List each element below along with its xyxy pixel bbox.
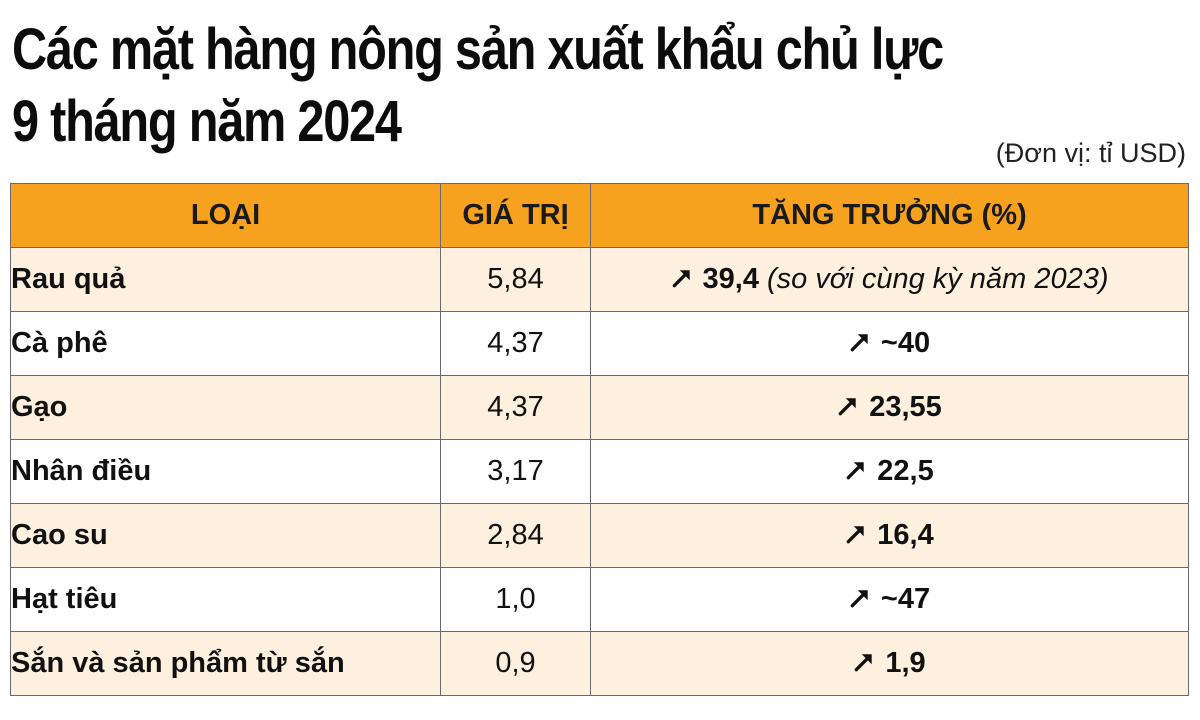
- row-growth: 1,9: [590, 631, 1189, 696]
- row-value: 2,84: [440, 503, 591, 568]
- row-value: 1,0: [440, 567, 591, 632]
- chart-title-line-1: Các mặt hàng nông sản xuất khẩu chủ lực: [12, 17, 944, 82]
- up-right-arrow-icon: [846, 462, 864, 480]
- row-value: 4,37: [440, 311, 591, 376]
- column-header-type: LOẠI: [10, 183, 441, 248]
- table-header-row: LOẠI GIÁ TRỊ TĂNG TRƯỞNG (%): [10, 183, 1189, 248]
- row-growth: 23,55: [590, 375, 1189, 440]
- row-name: Nhân điều: [10, 439, 441, 504]
- row-name: Cao su: [10, 503, 441, 568]
- growth-number: 1,9: [885, 647, 926, 679]
- unit-label: (Đơn vị: tỉ USD): [995, 138, 1186, 168]
- row-name: Rau quả: [10, 247, 441, 312]
- row-growth: 22,5: [590, 439, 1189, 504]
- row-value: 4,37: [440, 375, 591, 440]
- chart-title: Các mặt hàng nông sản xuất khẩu chủ lực …: [12, 14, 1162, 158]
- export-table: LOẠI GIÁ TRỊ TĂNG TRƯỞNG (%) Rau quả 5,84…: [10, 183, 1189, 696]
- growth-number: ~47: [880, 583, 931, 615]
- row-name: Gạo: [10, 375, 441, 440]
- column-header-growth: TĂNG TRƯỞNG (%): [590, 183, 1189, 248]
- row-value: 0,9: [440, 631, 591, 696]
- up-right-arrow-icon: [850, 334, 868, 352]
- row-name: Sắn và sản phẩm từ sắn: [10, 631, 441, 696]
- row-name: Hạt tiêu: [10, 567, 441, 632]
- table-row: Nhân điều 3,17 22,5: [10, 439, 1189, 504]
- row-name: Cà phê: [10, 311, 441, 376]
- growth-note: (so với cùng kỳ năm 2023): [766, 263, 1109, 295]
- row-value: 3,17: [440, 439, 591, 504]
- row-growth: 16,4: [590, 503, 1189, 568]
- table-row: Rau quả 5,84 39,4 (so với cùng kỳ năm 2023): [10, 247, 1189, 312]
- up-right-arrow-icon: [846, 526, 864, 544]
- up-right-arrow-icon: [850, 590, 868, 608]
- table-row: Hạt tiêu 1,0 ~47: [10, 567, 1189, 632]
- table-row: Cao su 2,84 16,4: [10, 503, 1189, 568]
- up-right-arrow-icon: [838, 398, 856, 416]
- growth-number: 22,5: [877, 455, 934, 487]
- row-growth: 39,4 (so với cùng kỳ năm 2023): [590, 247, 1189, 312]
- table-body: Rau quả 5,84 39,4 (so với cùng kỳ năm 2023)…: [10, 247, 1189, 696]
- column-header-value: GIÁ TRỊ: [440, 183, 591, 248]
- up-right-arrow-icon: [672, 270, 690, 288]
- row-value: 5,84: [440, 247, 591, 312]
- growth-number: 39,4: [702, 263, 759, 295]
- growth-number: ~40: [880, 327, 931, 359]
- table-row: Cà phê 4,37 ~40: [10, 311, 1189, 376]
- row-growth: ~47: [590, 567, 1189, 632]
- chart-title-line-2: 9 tháng năm 2024: [12, 89, 402, 154]
- row-growth: ~40: [590, 311, 1189, 376]
- table-row: Gạo 4,37 23,55: [10, 375, 1189, 440]
- up-right-arrow-icon: [854, 654, 873, 672]
- growth-number: 16,4: [877, 519, 934, 551]
- growth-number: 23,55: [869, 391, 942, 423]
- table-row: Sắn và sản phẩm từ sắn 0,9 1,9: [10, 631, 1189, 696]
